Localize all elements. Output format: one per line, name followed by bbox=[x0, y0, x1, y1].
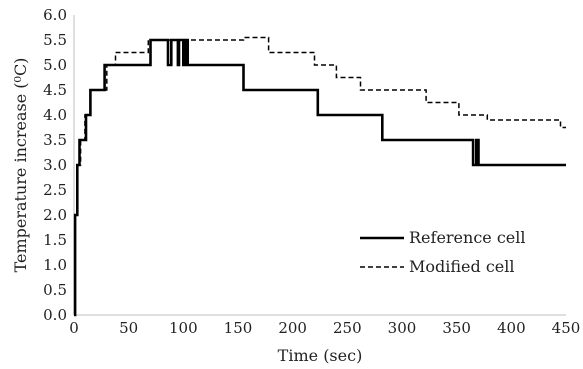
y-tick-label: 1.5 bbox=[43, 231, 67, 249]
y-tick-label: 1.0 bbox=[43, 256, 67, 274]
legend: Reference cell Modified cell bbox=[360, 228, 526, 276]
series-layer bbox=[73, 36, 566, 317]
y-tick-label: 0.5 bbox=[43, 281, 67, 299]
x-tick-label: 0 bbox=[69, 319, 79, 337]
y-tick-label: 3.0 bbox=[43, 156, 67, 174]
x-tick-label: 100 bbox=[169, 319, 198, 337]
y-tick-label: 5.5 bbox=[43, 31, 67, 49]
y-tick-label: 4.0 bbox=[43, 106, 67, 124]
y-axis-title: Temperature increase (⁰C) bbox=[11, 58, 30, 273]
x-tick-label: 300 bbox=[388, 319, 417, 337]
x-tick-label: 50 bbox=[119, 319, 138, 337]
y-tick-label: 6.0 bbox=[43, 6, 67, 24]
x-axis-title: Time (sec) bbox=[278, 346, 363, 365]
y-tick-label: 2.0 bbox=[43, 206, 67, 224]
y-tick-labels: 0.0 0.5 1.0 1.5 2.0 2.5 3.0 3.5 4.0 4.5 5.0 5.5 6.0 bbox=[43, 6, 67, 324]
x-tick-label: 350 bbox=[442, 319, 471, 337]
legend-label-reference-cell: Reference cell bbox=[409, 228, 526, 247]
y-tick-label: 5.0 bbox=[43, 56, 67, 74]
x-tick-label: 250 bbox=[333, 319, 362, 337]
x-tick-label: 400 bbox=[497, 319, 526, 337]
y-tick-label: 0.0 bbox=[43, 306, 67, 324]
series-modified-cell-line bbox=[74, 36, 566, 316]
y-tick-label: 2.5 bbox=[43, 181, 67, 199]
x-tick-label: 450 bbox=[552, 319, 581, 337]
y-tick-label: 4.5 bbox=[43, 81, 67, 99]
x-tick-label: 150 bbox=[224, 319, 253, 337]
x-tick-labels: 0 50 100 150 200 250 300 350 400 450 bbox=[69, 319, 580, 337]
y-tick-label: 3.5 bbox=[43, 131, 67, 149]
legend-label-modified-cell: Modified cell bbox=[409, 257, 515, 276]
x-tick-label: 200 bbox=[278, 319, 307, 337]
